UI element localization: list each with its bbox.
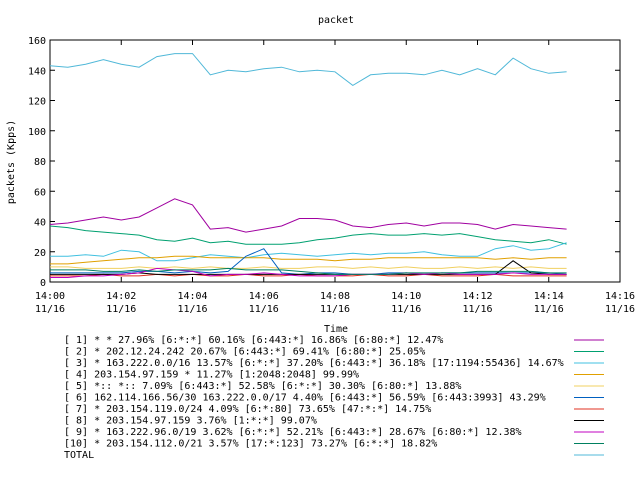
series-line-4 xyxy=(50,255,567,265)
axes-layer: 0 20 40 60 80 100 120 140 160 14:00 11/16 14:02 11/1… xyxy=(28,36,635,315)
x-tick-date-label: 11/16 xyxy=(534,304,564,315)
legend-label: [10] * 203.154.112.0/21 3.57% [17:*:123]… xyxy=(64,439,437,450)
series-line-6 xyxy=(50,248,567,275)
legend: [ 1] * * 27.96% [6:*:*] 60.16% [6:443:*]… xyxy=(64,335,604,461)
plot-frame xyxy=(49,39,621,283)
series-layer xyxy=(49,53,567,278)
y-tick-label: 140 xyxy=(28,66,46,77)
x-tick-label: 14:00 xyxy=(35,291,65,302)
x-tick-label: 14:12 xyxy=(462,291,492,302)
y-tick-label: 40 xyxy=(34,218,46,229)
x-tick-date-label: 11/16 xyxy=(605,304,635,315)
y-tick-label: 0 xyxy=(40,278,46,289)
x-tick-date-label: 11/16 xyxy=(391,304,421,315)
x-tick-date-label: 11/16 xyxy=(35,304,65,315)
y-tick-label: 20 xyxy=(34,248,46,259)
x-tick-label: 14:14 xyxy=(534,291,564,302)
legend-label: [ 5] *:: *:: 7.09% [6:443:*] 52.58% [6:*… xyxy=(64,381,461,392)
series-line-1 xyxy=(49,198,567,233)
x-tick-label: 14:08 xyxy=(320,291,350,302)
chart-title: packet xyxy=(318,15,354,26)
legend-label: [ 8] * 203.154.97.159 3.76% [1:*:*] 99.0… xyxy=(64,416,317,427)
y-tick-label: 160 xyxy=(28,36,46,47)
x-tick-date-label: 11/16 xyxy=(320,304,350,315)
y-tick-label: 100 xyxy=(28,127,46,138)
x-axis-label: Time xyxy=(324,324,348,335)
x-tick-label: 14:16 xyxy=(605,291,635,302)
legend-label: [ 6] 162.114.166.56/30 163.222.0.0/17 4.… xyxy=(64,393,546,404)
y-axis-label: packets (Kpps) xyxy=(6,120,17,204)
series-line-5 xyxy=(50,266,567,269)
y-tick-label: 120 xyxy=(28,97,46,108)
series-line-7 xyxy=(50,273,567,277)
series-line-9 xyxy=(50,267,567,278)
series-line-11 xyxy=(49,53,567,87)
x-tick-date-label: 11/16 xyxy=(177,304,207,315)
x-tick-date-label: 11/16 xyxy=(462,304,492,315)
series-line-10 xyxy=(50,267,567,275)
legend-label: [ 1] * * 27.96% [6:*:*] 60.16% [6:443:*]… xyxy=(64,335,443,346)
legend-label: [ 9] * 163.222.96.0/19 3.62% [6:*:*] 52.… xyxy=(64,427,522,438)
legend-label: TOTAL xyxy=(64,450,94,461)
legend-label: [ 3] * 163.222.0.0/16 13.57% [6:*:*] 37.… xyxy=(64,358,564,369)
y-tick-label: 60 xyxy=(34,187,46,198)
legend-label: [ 4] 203.154.97.159 * 11.27% [1:2048:204… xyxy=(64,370,359,381)
legend-label: [ 2] * 202.12.24.242 20.67% [6:443:*] 69… xyxy=(64,347,425,358)
x-tick-label: 14:06 xyxy=(249,291,279,302)
y-tick-label: 80 xyxy=(34,157,46,168)
legend-label: [ 7] * 203.154.119.0/24 4.09% [6:*:80] 7… xyxy=(64,404,431,415)
series-line-2 xyxy=(49,225,567,245)
x-tick-label: 14:02 xyxy=(106,291,136,302)
x-tick-label: 14:04 xyxy=(177,291,207,302)
series-line-3 xyxy=(50,242,567,262)
x-tick-date-label: 11/16 xyxy=(106,304,136,315)
x-tick-date-label: 11/16 xyxy=(249,304,279,315)
x-tick-label: 14:10 xyxy=(391,291,421,302)
